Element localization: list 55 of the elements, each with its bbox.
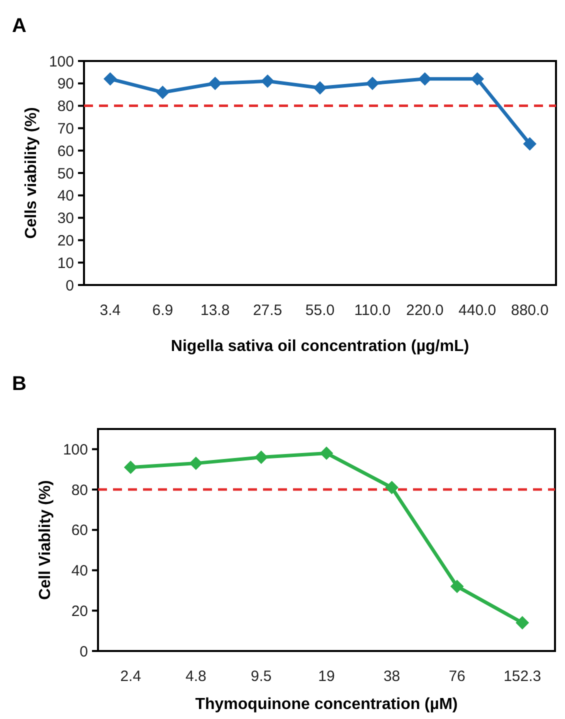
- x-tick-label: 4.8: [186, 668, 206, 685]
- y-tick-label: 40: [57, 188, 74, 205]
- y-tick-label: 100: [62, 441, 88, 458]
- chart-title: A: [12, 15, 26, 37]
- y-tick-label: 10: [57, 254, 74, 272]
- x-tick-label: 880.0: [511, 302, 549, 319]
- y-tick-label: 80: [71, 482, 88, 499]
- point: [470, 72, 484, 86]
- x-tick-label: 13.8: [200, 302, 230, 319]
- point: [385, 481, 398, 494]
- x-tick-label: 38: [383, 668, 400, 685]
- point: [516, 616, 529, 630]
- y-axis-title: Cells viability (%): [23, 107, 40, 239]
- chart-title: B: [12, 373, 26, 395]
- y-axis-title: Cell Viablity (%): [37, 480, 54, 600]
- y-tick-label: 30: [57, 210, 74, 228]
- x-axis-title: Nigella sativa oil concentration (µg/mL): [170, 338, 470, 355]
- x-tick-label: 76: [448, 668, 466, 685]
- point: [156, 86, 170, 99]
- x-tick-label: 9.5: [250, 668, 272, 685]
- y-tick-label: 60: [71, 522, 88, 540]
- point: [104, 72, 117, 86]
- y-tick-label: 60: [57, 142, 74, 160]
- point: [261, 74, 274, 88]
- point: [254, 450, 268, 464]
- y-tick-label: 20: [57, 232, 74, 250]
- x-tick-label: 2.4: [120, 668, 142, 685]
- x-tick-label: 19: [318, 668, 335, 685]
- y-tick-label: 100: [48, 53, 74, 70]
- x-tick-label: 3.4: [100, 302, 121, 319]
- y-tick-label: 80: [57, 98, 74, 116]
- point: [320, 446, 333, 460]
- point: [124, 460, 138, 474]
- point: [208, 76, 222, 90]
- x-axis-title: Thymoquinone concentration (µM): [195, 696, 458, 713]
- y-tick-label: 0: [80, 643, 88, 660]
- point: [418, 72, 432, 86]
- x-tick-label: 152.3: [504, 668, 542, 685]
- x-tick-label: 440.0: [458, 302, 496, 319]
- y-tick-label: 70: [57, 120, 74, 138]
- point: [189, 456, 202, 470]
- point: [314, 81, 326, 94]
- point: [366, 76, 379, 90]
- x-tick-label: 6.9: [152, 302, 174, 319]
- y-tick-label: 0: [66, 277, 74, 294]
- y-tick-label: 20: [71, 602, 88, 620]
- y-tick-label: 90: [57, 76, 74, 93]
- point: [450, 580, 464, 593]
- y-tick-label: 40: [71, 562, 88, 580]
- x-tick-label: 220.0: [406, 302, 444, 319]
- x-tick-label: 27.5: [252, 302, 282, 319]
- y-tick-label: 50: [57, 165, 74, 182]
- x-tick-label: 55.0: [305, 302, 335, 319]
- x-tick-label: 110.0: [354, 302, 391, 319]
- point: [523, 137, 536, 150]
